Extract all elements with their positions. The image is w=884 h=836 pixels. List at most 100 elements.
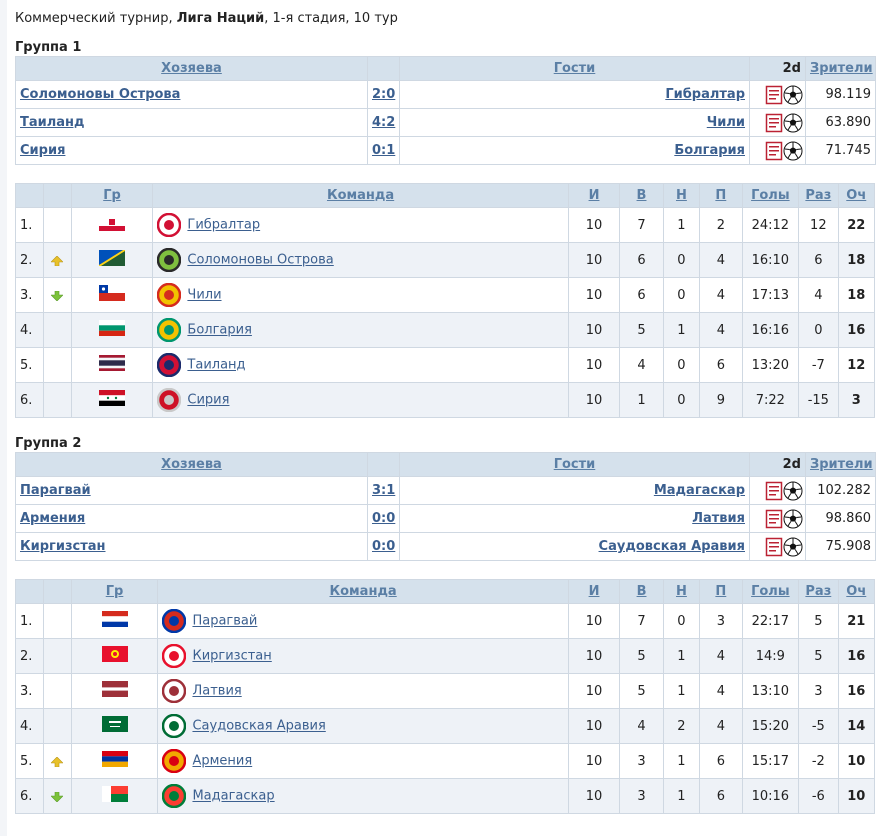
syria-emblem-icon	[157, 387, 182, 413]
team-link[interactable]: Парагвай	[192, 613, 258, 629]
guests-header[interactable]: Гости	[399, 56, 750, 81]
gibraltar-emblem-icon	[157, 212, 182, 238]
saudi-emblem-icon	[162, 713, 187, 739]
draws-value: 1	[677, 683, 686, 699]
wins-header[interactable]: В	[619, 579, 664, 604]
goals-value: 13:10	[751, 683, 790, 699]
team-link[interactable]: Гибралтар	[187, 217, 261, 233]
draws-header[interactable]: Н	[662, 183, 701, 208]
team-link[interactable]: Мадагаскар	[192, 788, 275, 804]
diff-header[interactable]: Раз	[798, 579, 839, 604]
draws-value: 1	[677, 217, 686, 233]
match-2d-ball-icon[interactable]	[783, 509, 803, 529]
goals-value: 24:12	[751, 217, 790, 233]
diff-header[interactable]: Раз	[798, 183, 839, 208]
away-team-link[interactable]: Болгария	[674, 143, 745, 158]
losses-header[interactable]: П	[699, 579, 743, 604]
games-value: 10	[585, 788, 603, 804]
away-team-link[interactable]: Латвия	[692, 511, 745, 526]
team-header[interactable]: Команда	[152, 183, 569, 208]
losses-value: 2	[716, 217, 725, 233]
goals-header[interactable]: Голы	[741, 579, 800, 604]
draws-header[interactable]: Н	[662, 579, 701, 604]
away-team-link[interactable]: Саудовская Аравия	[598, 539, 745, 554]
match-report-icon[interactable]	[765, 481, 783, 501]
thailand-emblem-icon	[157, 352, 182, 378]
viewers-value: 75.908	[825, 539, 872, 554]
gr-header[interactable]: Гр	[70, 579, 159, 604]
match-2d-ball-icon[interactable]	[783, 113, 803, 133]
viewers-header[interactable]: Зрители	[805, 452, 876, 477]
team-link[interactable]: Латвия	[192, 683, 242, 699]
home-team-link[interactable]: Киргизстан	[20, 539, 106, 554]
games-header[interactable]: И	[567, 183, 621, 208]
team-link[interactable]: Чили	[187, 287, 222, 303]
games-header[interactable]: И	[567, 579, 621, 604]
match-2d-ball-icon[interactable]	[783, 85, 803, 105]
hosts-header[interactable]: Хозяева	[15, 452, 368, 477]
match-score-link[interactable]: 3:1	[372, 483, 396, 498]
diff-value: 3	[814, 683, 823, 699]
wins-value: 4	[637, 357, 646, 373]
match-score-link[interactable]: 4:2	[372, 115, 396, 130]
home-team-link[interactable]: Армения	[20, 511, 86, 526]
match-2d-ball-icon[interactable]	[783, 537, 803, 557]
points-value: 18	[847, 287, 866, 303]
match-2d-ball-icon[interactable]	[783, 141, 803, 161]
goals-header[interactable]: Голы	[741, 183, 800, 208]
standings-row: 2. Киргизстан 10 5 1 4 14:9 5 16	[14, 638, 876, 674]
home-team-link[interactable]: Соломоновы Острова	[20, 87, 181, 102]
points-header[interactable]: Оч	[837, 579, 876, 604]
home-team-link[interactable]: Сирия	[20, 143, 66, 158]
team-link[interactable]: Саудовская Аравия	[192, 718, 326, 734]
match-score-link[interactable]: 0:0	[372, 539, 396, 554]
team-link[interactable]: Таиланд	[187, 357, 246, 373]
match-report-icon[interactable]	[765, 141, 783, 161]
team-link[interactable]: Сирия	[187, 392, 230, 408]
wins-header[interactable]: В	[619, 183, 664, 208]
away-team-link[interactable]: Гибралтар	[665, 87, 745, 102]
team-header[interactable]: Команда	[157, 579, 569, 604]
points-value: 18	[847, 252, 866, 268]
standings-row: 4. Болгария 10 5 1 4 16:16 0 16	[14, 312, 876, 348]
viewers-header[interactable]: Зрители	[805, 56, 876, 81]
match-report-icon[interactable]	[765, 113, 783, 133]
losses-header[interactable]: П	[699, 183, 743, 208]
latvia-flag-icon	[101, 681, 128, 701]
latvia-emblem-icon	[162, 678, 187, 704]
team-link[interactable]: Болгария	[187, 322, 252, 338]
position-value: 3.	[20, 287, 33, 303]
match-report-icon[interactable]	[765, 537, 783, 557]
team-link[interactable]: Армения	[192, 753, 253, 769]
thailand-flag-icon	[98, 355, 125, 375]
match-2d-ball-icon[interactable]	[783, 481, 803, 501]
group-title: Группа 2	[15, 436, 82, 451]
match-score-link[interactable]: 0:0	[372, 511, 396, 526]
match-report-icon[interactable]	[765, 85, 783, 105]
guests-header[interactable]: Гости	[399, 452, 750, 477]
twod-header: 2d	[749, 452, 806, 477]
diff-value: 0	[814, 322, 823, 338]
away-team-link[interactable]: Мадагаскар	[653, 483, 745, 498]
losses-value: 4	[716, 718, 725, 734]
no-trend	[51, 395, 63, 405]
away-team-link[interactable]: Чили	[706, 115, 745, 130]
home-team-link[interactable]: Таиланд	[20, 115, 85, 130]
match-score-link[interactable]: 2:0	[372, 87, 396, 102]
points-header[interactable]: Оч	[837, 183, 876, 208]
viewers-value: 71.745	[825, 143, 872, 158]
hosts-header[interactable]: Хозяева	[15, 56, 368, 81]
team-link[interactable]: Соломоновы Острова	[187, 252, 334, 268]
gr-header[interactable]: Гр	[70, 183, 154, 208]
diff-value: 12	[810, 217, 827, 233]
team-link[interactable]: Киргизстан	[192, 648, 272, 664]
draws-value: 0	[677, 252, 686, 268]
match-report-icon[interactable]	[765, 509, 783, 529]
match-score-link[interactable]: 0:1	[372, 143, 396, 158]
no-trend	[51, 616, 63, 626]
draws-value: 0	[677, 392, 686, 408]
wins-value: 5	[637, 322, 646, 338]
match-row: Парагвай 3:1 Мадагаскар 102.282	[15, 476, 876, 505]
position-value: 4.	[20, 718, 33, 734]
home-team-link[interactable]: Парагвай	[20, 483, 91, 498]
